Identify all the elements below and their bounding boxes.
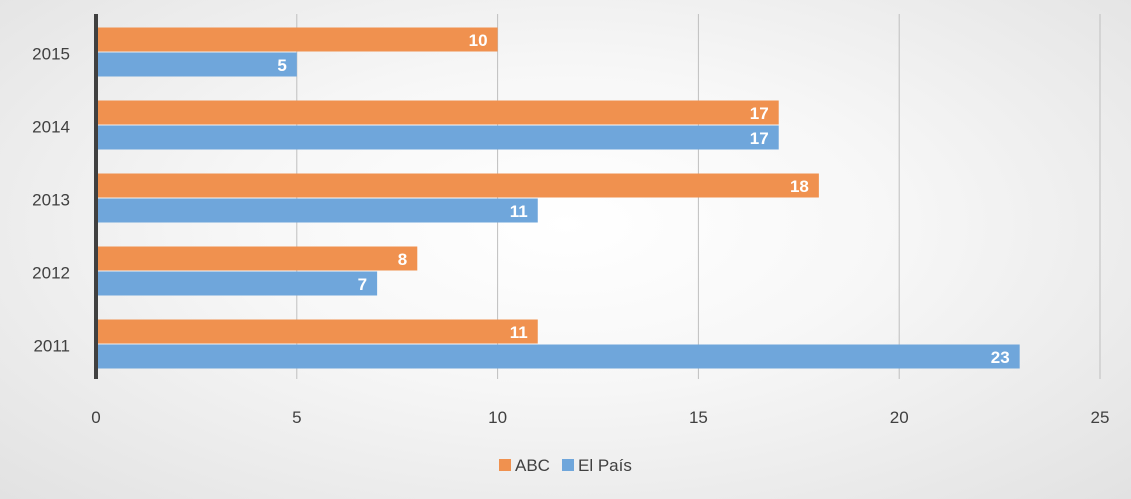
bar-el-pa-s-2013 [96,198,538,223]
x-tick-label-20: 20 [890,408,909,427]
x-tick-label-15: 15 [689,408,708,427]
bar-el-pa-s-2011 [96,344,1020,369]
y-tick-label-2011: 2011 [33,337,70,356]
bar-abc-2012 [96,246,418,271]
legend-label-abc: ABC [515,456,550,475]
data-label-abc-2015: 10 [469,31,488,50]
y-tick-label-2012: 2012 [32,264,70,283]
bar-abc-2013 [96,173,819,198]
x-tick-label-5: 5 [292,408,301,427]
data-label-el-pa-s-2012: 7 [358,275,367,294]
x-tick-label-0: 0 [91,408,100,427]
data-label-el-pa-s-2013: 11 [510,202,528,221]
legend-swatch-abc [499,459,511,471]
data-label-abc-2013: 18 [790,177,809,196]
data-label-abc-2014: 17 [750,104,769,123]
bar-abc-2015 [96,27,498,52]
bar-abc-2014 [96,100,779,125]
bar-el-pa-s-2012 [96,271,378,296]
bar-el-pa-s-2015 [96,52,297,77]
bar-el-pa-s-2014 [96,125,779,150]
y-tick-label-2015: 2015 [32,45,70,64]
data-label-el-pa-s-2015: 5 [277,56,286,75]
data-label-abc-2012: 8 [398,250,407,269]
bar-abc-2011 [96,319,538,344]
y-tick-label-2014: 2014 [32,118,70,137]
legend-swatch-el-pa-s [562,459,574,471]
data-label-abc-2011: 11 [510,323,528,342]
x-tick-label-10: 10 [488,408,507,427]
x-tick-label-25: 25 [1091,408,1110,427]
y-tick-label-2013: 2013 [32,191,70,210]
data-label-el-pa-s-2011: 23 [991,348,1010,367]
data-label-el-pa-s-2014: 17 [750,129,769,148]
legend-label-el-pa-s: El País [578,456,632,475]
